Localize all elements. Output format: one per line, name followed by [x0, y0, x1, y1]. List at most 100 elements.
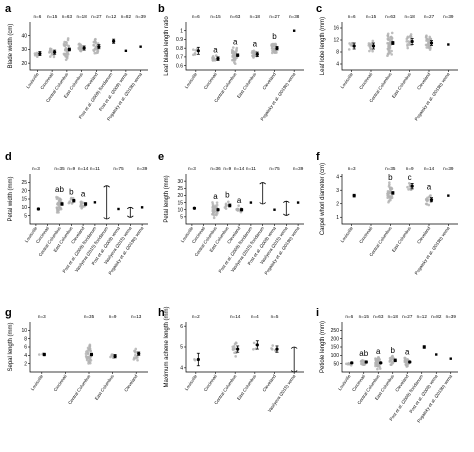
panel-letter: g	[5, 307, 12, 319]
reference-mean-marker	[292, 29, 296, 32]
reference-mean-marker	[249, 201, 253, 204]
data-point	[79, 44, 82, 48]
data-point	[252, 341, 256, 345]
data-point	[215, 203, 219, 207]
range-cap	[290, 370, 298, 373]
data-point	[49, 55, 52, 58]
mean-marker	[38, 51, 42, 56]
sample-size-label: n=82	[431, 314, 442, 319]
sample-size-label: n=63	[230, 14, 241, 19]
category-label: Cincinnati	[358, 226, 373, 245]
y-tick-label: 3	[336, 188, 339, 194]
y-axis-title: Leaf lobe length (mm)	[320, 17, 326, 75]
data-point	[59, 207, 63, 211]
sample-size-label: n=63	[373, 314, 384, 319]
y-tick-label: 4	[180, 366, 183, 372]
y-tick-label: 100	[331, 353, 340, 359]
data-point	[429, 194, 432, 197]
data-point	[371, 39, 375, 43]
sample-size-label: n=14	[230, 314, 241, 319]
data-point	[214, 54, 218, 57]
category-label: Louisville	[340, 225, 355, 243]
y-tick-label: 15	[177, 200, 183, 206]
y-tick-label: 40	[21, 33, 27, 39]
data-point	[192, 53, 195, 57]
data-point	[55, 197, 59, 201]
data-point	[388, 181, 391, 184]
sample-size-label: n=9	[67, 166, 75, 171]
data-point	[233, 62, 237, 66]
mean-marker	[84, 202, 88, 206]
data-point	[389, 35, 393, 39]
panel-letter: a	[5, 3, 12, 15]
mean-marker	[113, 354, 117, 358]
y-tick-label: 4	[24, 353, 27, 359]
data-point	[65, 41, 68, 44]
category-label: East Columbus	[391, 71, 413, 99]
sample-size-label: n=15	[359, 314, 370, 319]
y-tick-label: 150	[331, 345, 340, 351]
axis-lines	[341, 22, 458, 71]
category-label: Cleveland	[416, 71, 432, 90]
data-point	[136, 358, 139, 362]
mean-marker	[255, 52, 259, 56]
panel-b: b 0.6 0.7 0.8 0.9 1 Leaf blade length ratio Lou…	[158, 3, 304, 122]
category-label: Cincinnati	[39, 72, 54, 91]
data-point	[215, 201, 219, 204]
sample-size-label: n=6	[345, 314, 353, 319]
y-tick-label: 0.6	[176, 63, 183, 69]
y-tick-label: 16	[333, 26, 339, 32]
sample-size-label: n=9	[406, 166, 414, 171]
data-point	[86, 351, 90, 355]
data-point	[271, 49, 274, 52]
data-point	[377, 359, 380, 363]
significance-letter: b	[391, 346, 396, 355]
category-label: East Columbus	[236, 373, 258, 401]
y-axis-title: Sepal length (mm)	[8, 322, 14, 371]
significance-letter: a	[427, 182, 432, 191]
mean-marker	[137, 352, 141, 356]
y-tick-label: 2	[336, 201, 339, 207]
data-point	[252, 49, 256, 53]
y-tick-label: 0.7	[176, 55, 183, 61]
data-point	[347, 48, 351, 51]
data-point	[390, 196, 394, 200]
category-label: Central Columbus	[213, 71, 238, 103]
mean-marker	[236, 53, 240, 57]
data-point	[376, 367, 379, 371]
y-axis-title: Maximum achene length (mm)	[164, 306, 170, 387]
data-point	[212, 211, 215, 214]
data-point	[386, 194, 389, 197]
data-point	[82, 201, 85, 205]
category-label: Pogatsky et al. (2019b) verna	[259, 71, 296, 121]
data-point	[425, 37, 428, 41]
data-point	[63, 43, 67, 47]
data-point	[347, 361, 350, 365]
panel-letter: f	[316, 151, 320, 163]
reference-mean-marker	[435, 353, 438, 356]
category-label: Cincinnati	[203, 72, 218, 91]
data-point	[274, 50, 278, 54]
category-label: Cincinnati	[351, 374, 366, 393]
panel-letter: b	[158, 3, 165, 15]
category-label: Central Columbus	[67, 373, 92, 405]
sample-size-label: n=39	[293, 166, 304, 171]
data-point	[404, 358, 407, 362]
range-cap	[259, 182, 266, 185]
significance-letter: c	[408, 173, 412, 182]
data-point	[386, 47, 390, 51]
data-point	[212, 208, 216, 211]
sample-size-label: n=27	[91, 14, 102, 19]
data-point	[36, 55, 39, 59]
significance-letter: b	[388, 173, 393, 182]
data-point	[239, 210, 243, 214]
axis-lines	[185, 322, 304, 373]
panel-letter: i	[316, 307, 319, 319]
panel-letter: d	[5, 151, 12, 163]
significance-letter: b	[69, 188, 74, 197]
data-point	[52, 55, 56, 59]
data-point	[350, 41, 354, 45]
data-point	[273, 48, 277, 51]
significance-letter: a	[213, 46, 218, 55]
